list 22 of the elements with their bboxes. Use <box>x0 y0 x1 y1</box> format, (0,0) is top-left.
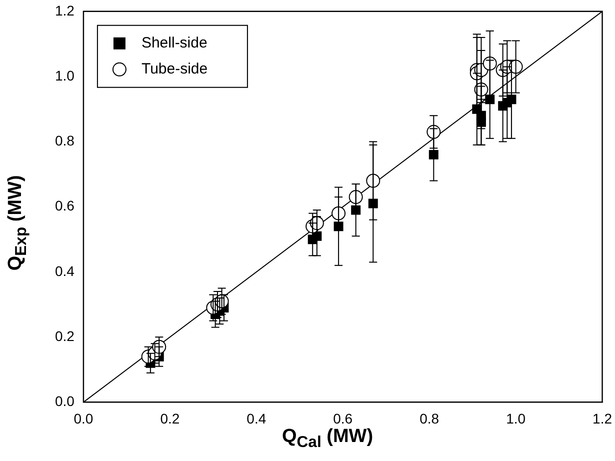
y-tick-label: 1.0 <box>54 67 75 84</box>
y-tick-label: 0.8 <box>54 132 75 149</box>
point <box>368 198 378 208</box>
point <box>428 150 438 160</box>
y-tick-label: 0.4 <box>54 262 75 279</box>
x-axis-title: Q$_{Cal}$ (MW) <box>280 426 374 452</box>
x-tick-label: 0.2 <box>160 410 180 426</box>
x-tick-label: 0.0 <box>74 410 94 426</box>
x-tick-label: 0.4 <box>246 410 266 426</box>
point <box>366 174 380 188</box>
point <box>332 206 346 220</box>
y-tick-label: 0.2 <box>54 328 75 344</box>
x-tick-label: 0.8 <box>420 410 440 426</box>
x-tick-label: 1.0 <box>506 410 526 426</box>
y-tick-label: 0.6 <box>54 198 75 214</box>
y-tick-label: 0.0 <box>54 393 75 410</box>
x-tick-label: 1.2 <box>592 410 612 426</box>
legend-label: Tube-side <box>141 60 208 78</box>
x-tick-label: 0.6 <box>333 410 353 426</box>
y-tick-label: 1.2 <box>54 2 75 18</box>
legend-label: Shell-side <box>141 34 208 52</box>
point <box>348 190 363 204</box>
